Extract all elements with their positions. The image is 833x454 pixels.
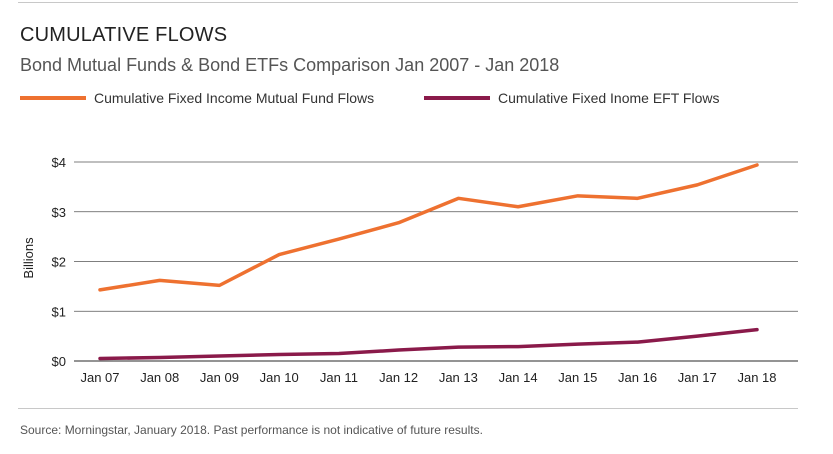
series-line-etf — [98, 327, 759, 361]
x-tick-label: Jan 10 — [260, 370, 299, 385]
chart-subtitle: Bond Mutual Funds & Bond ETFs Comparison… — [20, 55, 560, 75]
series-line-mutual-fund — [98, 163, 759, 292]
x-tick-label: Jan 09 — [200, 370, 239, 385]
chart-title: CUMULATIVE FLOWS — [20, 24, 228, 46]
x-axis-ticks: Jan 07 Jan 08 Jan 09 Jan 10 Jan 11 Jan 12 Jan … — [80, 370, 776, 385]
bottom-divider — [18, 408, 798, 409]
legend-item-mutual-fund-flows: Cumulative Fixed Income Mutual Fund Flow… — [20, 90, 374, 106]
x-tick-label: Jan 11 — [320, 370, 358, 385]
legend-label-mutual-fund: Cumulative Fixed Income Mutual Fund Flow… — [94, 90, 375, 106]
legend-swatch-etf — [424, 96, 490, 100]
legend-item-etf-flows: Cumulative Fixed Inome EFT Flows — [424, 90, 719, 106]
x-tick-label: Jan 18 — [737, 370, 776, 385]
source-note: Source: Morningstar, January 2018. Past … — [20, 423, 483, 437]
legend-swatch-mutual-fund — [20, 96, 86, 100]
y-axis-label: Billions — [21, 237, 36, 279]
series-lines — [98, 163, 759, 361]
y-tick-label: $0 — [52, 354, 66, 369]
x-tick-label: Jan 14 — [499, 370, 538, 385]
y-tick-label: $4 — [52, 155, 66, 170]
x-tick-label: Jan 12 — [379, 370, 418, 385]
x-tick-label: Jan 13 — [439, 370, 478, 385]
top-divider — [18, 2, 798, 3]
y-tick-label: $3 — [52, 205, 66, 220]
x-tick-label: Jan 17 — [678, 370, 717, 385]
legend-label-etf: Cumulative Fixed Inome EFT Flows — [498, 90, 720, 106]
x-tick-label: Jan 07 — [80, 370, 119, 385]
x-tick-label: Jan 15 — [558, 370, 597, 385]
y-tick-label: $2 — [52, 255, 66, 270]
x-tick-label: Jan 08 — [140, 370, 179, 385]
x-tick-label: Jan 16 — [618, 370, 657, 385]
line-chart: $0 $1 $2 $3 $4 Jan 07 Jan 08 Jan 09 Jan 10 Jan 1… — [21, 155, 798, 385]
y-axis-ticks: $0 $1 $2 $3 $4 — [52, 155, 66, 369]
y-tick-label: $1 — [52, 304, 66, 319]
gridlines — [74, 161, 798, 362]
